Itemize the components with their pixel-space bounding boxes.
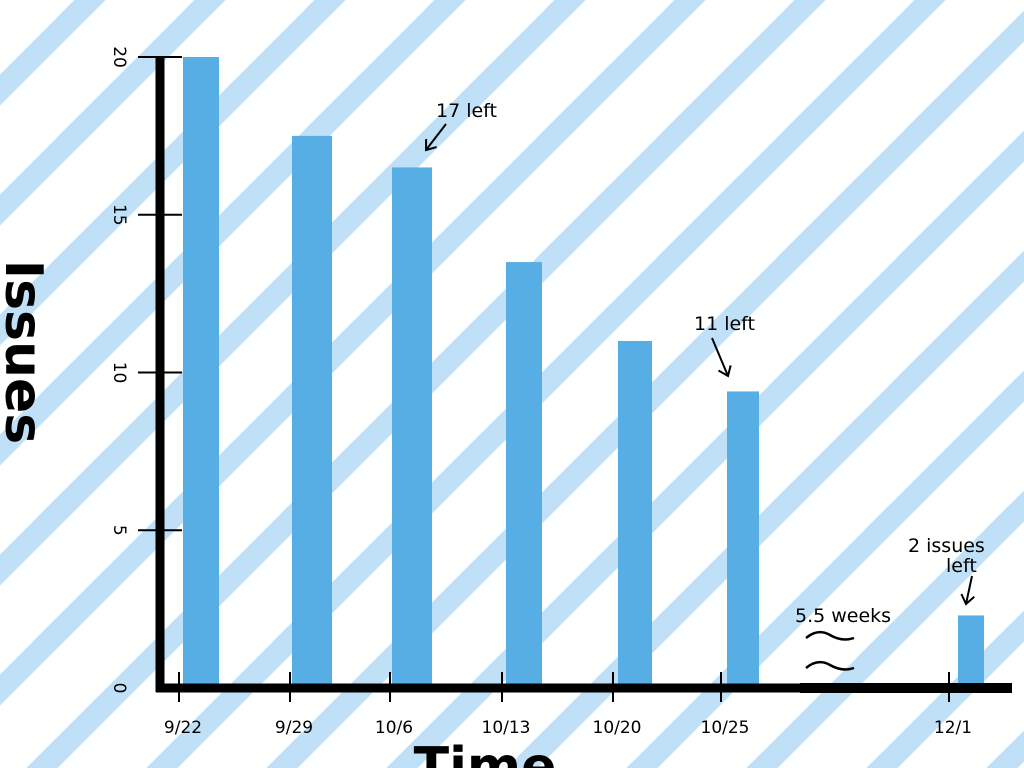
bar-9-22 xyxy=(183,57,219,688)
annotation-label-line2: left xyxy=(946,555,977,577)
background-stripe xyxy=(746,490,1024,768)
annotation-label: 17 left xyxy=(436,100,497,122)
x-tick-label: 10/25 xyxy=(701,718,750,738)
bar-10-20 xyxy=(618,340,652,688)
annotation-arrow xyxy=(711,337,729,377)
x-tick-label: 9/22 xyxy=(164,718,202,738)
y-tick-label: 20 xyxy=(109,46,129,68)
ticks-group: 0 5 10 15 20 9/22 9/29 10/6 10/13 10/20 10/25 12/1 xyxy=(109,46,972,738)
y-tick-label: 0 xyxy=(109,683,129,694)
axis-break-squiggle xyxy=(805,630,855,641)
y-tick-label: 5 xyxy=(109,525,129,536)
annotation-label: 2 issues xyxy=(908,535,985,557)
axes-group: 5.5 weeks xyxy=(155,57,1012,693)
y-axis-title: Issues xyxy=(0,260,53,445)
bar-10-13 xyxy=(506,262,542,688)
x-tick-label: 12/1 xyxy=(934,718,972,738)
annotation-arrowhead xyxy=(424,138,437,152)
axis-break-label: 5.5 weeks xyxy=(795,605,891,627)
annotation-arrowhead xyxy=(717,365,732,378)
x-axis-title: Time xyxy=(414,737,557,768)
background-stripe xyxy=(626,370,1024,768)
x-tick-label: 9/29 xyxy=(275,718,313,738)
bar-9-29 xyxy=(292,135,332,688)
annotation-arrowhead xyxy=(960,593,975,606)
bar-10-25 xyxy=(727,391,759,688)
y-tick-label: 10 xyxy=(109,362,129,384)
x-tick-label: 10/6 xyxy=(375,718,413,738)
annotation-arrow xyxy=(965,575,973,605)
annotation-arrow xyxy=(425,123,447,151)
bar-10-6 xyxy=(392,167,432,689)
x-tick-label: 10/13 xyxy=(482,718,531,738)
axis-break-squiggle xyxy=(805,660,855,671)
annotation-label: 11 left xyxy=(694,313,755,335)
background-stripe xyxy=(26,0,826,768)
bars-group xyxy=(183,57,984,689)
y-tick-label: 15 xyxy=(109,204,129,226)
bar-12-1 xyxy=(958,615,984,688)
x-tick-label: 10/20 xyxy=(593,718,642,738)
